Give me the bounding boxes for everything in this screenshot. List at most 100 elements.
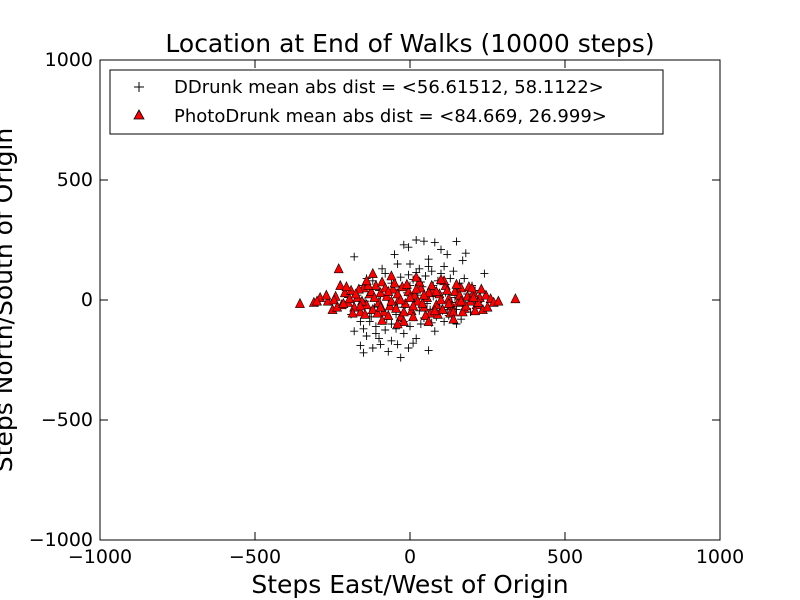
- data-point-triangle: [369, 291, 380, 302]
- data-point-triangle: [418, 289, 429, 300]
- data-point-plus: [371, 322, 380, 331]
- data-point-plus: [480, 269, 489, 278]
- data-point-triangle: [386, 295, 397, 306]
- data-point-triangle: [429, 305, 440, 316]
- y-tick-label: −1000: [29, 529, 93, 551]
- data-point-triangle: [363, 279, 374, 290]
- data-point-triangle: [442, 284, 453, 295]
- data-point-triangle: [341, 281, 352, 292]
- data-point-triangle: [398, 315, 409, 326]
- data-point-triangle: [480, 289, 491, 300]
- y-tick-label: 500: [57, 169, 93, 191]
- x-tick-label: 0: [404, 546, 416, 568]
- data-point-plus: [390, 250, 399, 259]
- tick-marks: [99, 59, 721, 541]
- data-point-triangle: [377, 276, 388, 287]
- data-point-triangle: [408, 311, 419, 322]
- data-point-plus: [404, 270, 413, 279]
- data-point-triangle: [350, 288, 361, 299]
- data-point-plus: [356, 317, 365, 326]
- data-point-triangle: [333, 263, 344, 274]
- chart-title: Location at End of Walks (10000 steps): [165, 29, 654, 58]
- data-point-triangle: [417, 297, 428, 308]
- data-point-plus: [399, 240, 408, 249]
- data-point-plus: [393, 340, 402, 349]
- data-point-plus: [424, 346, 433, 355]
- data-point-triangle: [312, 295, 322, 306]
- data-point-plus: [424, 255, 433, 264]
- data-point-plus: [371, 329, 380, 338]
- data-point-plus: [424, 262, 433, 271]
- data-point-triangle: [367, 267, 378, 278]
- data-point-triangle: [482, 301, 493, 312]
- data-point-triangle: [456, 295, 467, 306]
- data-point-plus: [404, 344, 413, 352]
- data-point-plus: [404, 243, 413, 252]
- data-point-triangle: [391, 302, 402, 313]
- data-point-plus: [376, 340, 385, 349]
- data-point-triangle: [448, 313, 459, 324]
- data-point-triangle: [493, 295, 504, 306]
- data-point-plus: [461, 249, 470, 258]
- data-point-plus: [350, 252, 359, 261]
- data-point-plus: [396, 273, 405, 282]
- x-axis-label: Steps East/West of Origin: [251, 570, 568, 599]
- data-point-triangle: [294, 297, 305, 308]
- data-point-plus: [440, 317, 449, 326]
- data-point-triangle: [366, 285, 377, 296]
- legend-entry-photodrunk: PhotoDrunk mean abs dist = <84.669, 26.9…: [174, 106, 607, 127]
- data-point-triangle: [401, 278, 412, 289]
- data-point-triangle: [329, 294, 340, 305]
- data-point-plus: [427, 267, 436, 276]
- data-point-triangle: [443, 297, 454, 308]
- data-point-plus: [406, 322, 414, 331]
- data-point-triangle: [377, 314, 388, 325]
- data-point-triangle: [411, 271, 422, 282]
- data-point-plus: [362, 332, 371, 340]
- data-point-plus: [365, 317, 374, 326]
- data-point-plus: [437, 245, 445, 254]
- data-point-plus: [399, 329, 408, 338]
- legend-marker-triangle: [133, 109, 145, 120]
- data-point-triangle: [436, 273, 446, 284]
- data-point-triangle: [375, 301, 386, 312]
- data-point-plus: [440, 262, 449, 271]
- data-point-triangle: [361, 275, 372, 286]
- data-point-triangle: [347, 307, 358, 318]
- data-point-plus: [381, 326, 390, 334]
- data-point-plus: [430, 238, 439, 247]
- data-point-triangle: [392, 288, 403, 299]
- y-tick-label: 1000: [45, 49, 93, 71]
- data-point-triangle: [335, 279, 346, 290]
- data-point-plus: [457, 315, 466, 324]
- data-point-triangle: [476, 283, 487, 294]
- y-tick-labels: −1000 −500 0 500 1000: [29, 49, 93, 551]
- data-point-triangle: [510, 293, 521, 304]
- data-point-plus: [460, 274, 469, 283]
- data-point-triangle: [392, 318, 403, 329]
- data-point-plus: [393, 260, 402, 268]
- data-point-triangle: [405, 291, 415, 302]
- data-point-triangle: [367, 303, 378, 314]
- data-point-triangle: [395, 294, 406, 305]
- data-point-plus: [452, 237, 461, 246]
- x-tick-label: 500: [547, 546, 583, 568]
- legend-marker-plus: [134, 82, 144, 92]
- data-point-triangle: [467, 282, 477, 293]
- data-point-triangle: [468, 291, 479, 302]
- data-point-plus: [419, 237, 428, 246]
- data-point-plus: [412, 236, 421, 244]
- data-point-triangle: [383, 285, 394, 296]
- data-point-triangle: [423, 315, 434, 326]
- data-point-plus: [359, 348, 368, 357]
- data-point-plus: [396, 353, 405, 362]
- data-point-plus: [412, 334, 421, 343]
- data-point-triangle: [420, 309, 431, 320]
- data-point-plus: [387, 320, 396, 328]
- x-tick-label: −1000: [68, 546, 132, 568]
- data-point-plus: [378, 264, 387, 273]
- data-point-triangle: [321, 289, 332, 300]
- data-point-triangle: [408, 300, 419, 311]
- data-point-triangle: [426, 279, 437, 290]
